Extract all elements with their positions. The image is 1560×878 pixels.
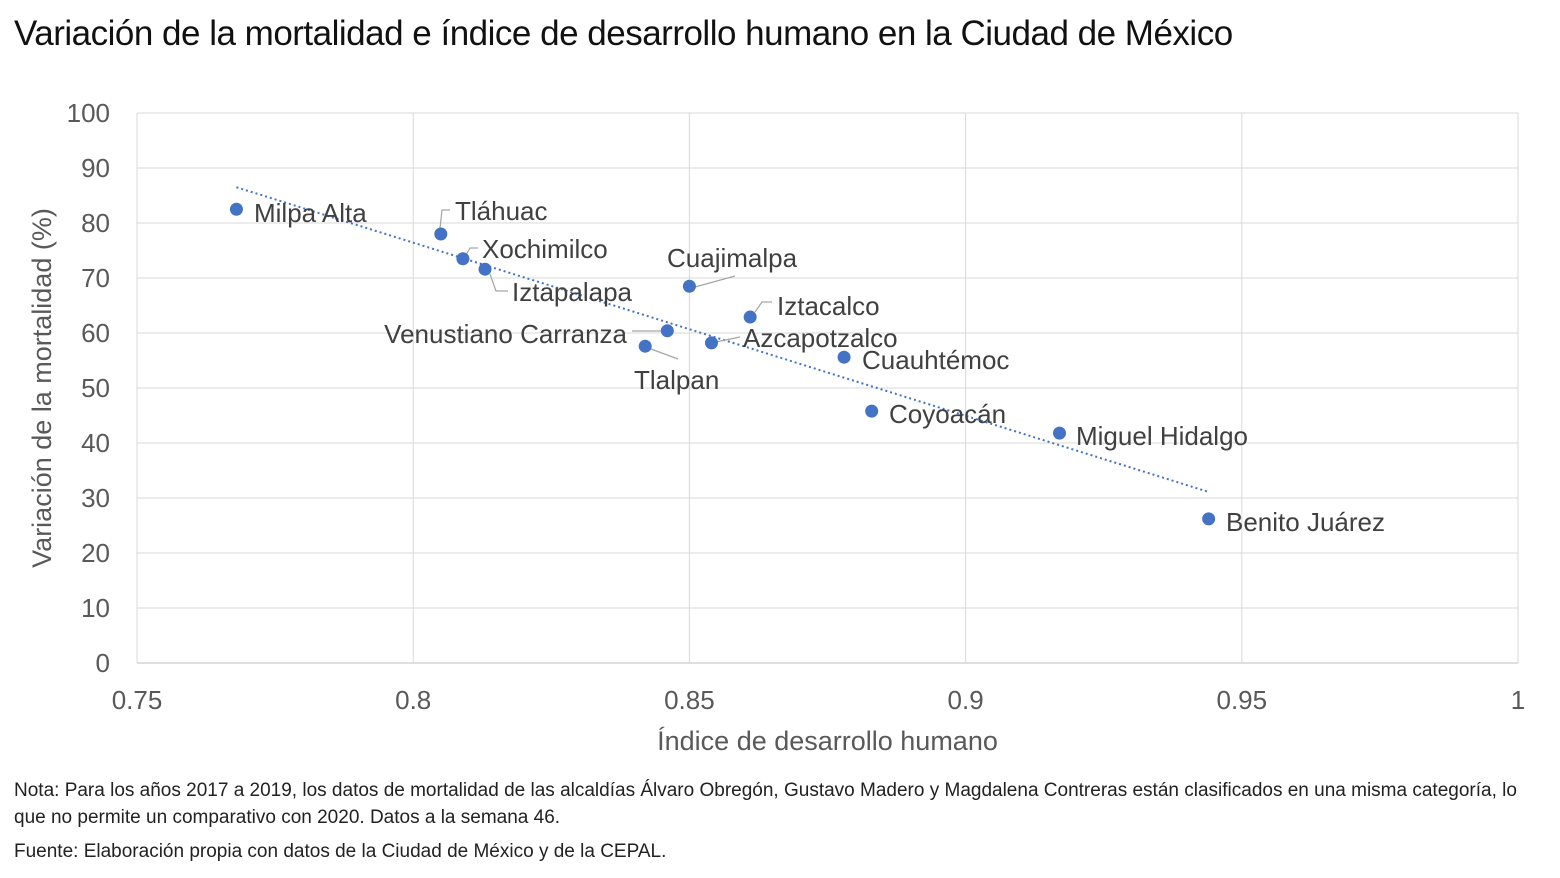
- y-tick-label: 30: [81, 483, 110, 513]
- data-label: Xochimilco: [482, 234, 608, 264]
- data-point: [1202, 512, 1216, 526]
- x-tick-label: 1: [1511, 685, 1525, 715]
- leader-line: [489, 273, 508, 292]
- trendline: [236, 186, 1209, 493]
- leader-line: [754, 301, 772, 313]
- y-tick-label: 0: [96, 648, 110, 678]
- data-label: Venustiano Carranza: [384, 319, 627, 349]
- x-tick-label: 0.8: [395, 685, 431, 715]
- data-point: [865, 404, 879, 418]
- chart-source: Fuente: Elaboración propia con datos de …: [14, 841, 667, 862]
- x-axis-label: Índice de desarrollo humano: [657, 726, 998, 756]
- y-tick-label: 70: [81, 263, 110, 293]
- data-point: [456, 252, 470, 266]
- data-point: [229, 202, 243, 216]
- leader-line: [694, 275, 736, 288]
- data-point: [660, 324, 674, 338]
- leader-line: [465, 247, 478, 256]
- y-tick-label: 10: [81, 593, 110, 623]
- y-tick-label: 60: [81, 318, 110, 348]
- y-tick-label: 100: [67, 98, 110, 128]
- scatter-chart: 0 10 20 30 40 50 60 70 80 90 100 0.75 0.8 0.85 0.9 0.95…: [27, 98, 1525, 756]
- leader-line: [715, 336, 741, 343]
- data-label: Coyoacán: [889, 399, 1006, 429]
- y-tick-label: 40: [81, 428, 110, 458]
- data-point: [837, 350, 851, 364]
- data-label: Azcapotzalco: [743, 323, 898, 353]
- leader-line: [439, 209, 450, 229]
- chart-title: Variación de la mortalidad e índice de d…: [14, 14, 1233, 53]
- data-label: Miguel Hidalgo: [1076, 421, 1248, 451]
- data-point: [682, 279, 696, 293]
- data-label: Cuajimalpa: [667, 243, 798, 273]
- data-point: [638, 339, 652, 353]
- y-tick-label: 80: [81, 208, 110, 238]
- data-label: Iztacalco: [777, 291, 880, 321]
- x-tick-label: 0.95: [1216, 685, 1267, 715]
- data-point: [1053, 426, 1067, 440]
- data-point: [434, 227, 448, 241]
- data-label: Iztapalapa: [512, 277, 633, 307]
- y-tick-label: 90: [81, 153, 110, 183]
- chart-note: Nota: Para los años 2017 a 2019, los dat…: [14, 780, 1517, 828]
- y-tick-label: 20: [81, 538, 110, 568]
- data-point: [743, 310, 757, 324]
- y-tick-label: 50: [81, 373, 110, 403]
- data-label: Tláhuac: [455, 196, 548, 226]
- x-tick-label: 0.85: [664, 685, 715, 715]
- y-axis-label: Variación de la mortalidad (%): [27, 208, 57, 568]
- x-tick-label: 0.9: [948, 685, 984, 715]
- data-point: [478, 262, 492, 276]
- data-label: Milpa Alta: [254, 198, 367, 228]
- data-label: Tlalpan: [634, 365, 719, 395]
- x-tick-label: 0.75: [112, 685, 163, 715]
- data-point: [704, 336, 718, 350]
- leader-line: [650, 348, 679, 360]
- data-label: Benito Juárez: [1226, 507, 1385, 537]
- data-label: Cuauhtémoc: [862, 345, 1009, 375]
